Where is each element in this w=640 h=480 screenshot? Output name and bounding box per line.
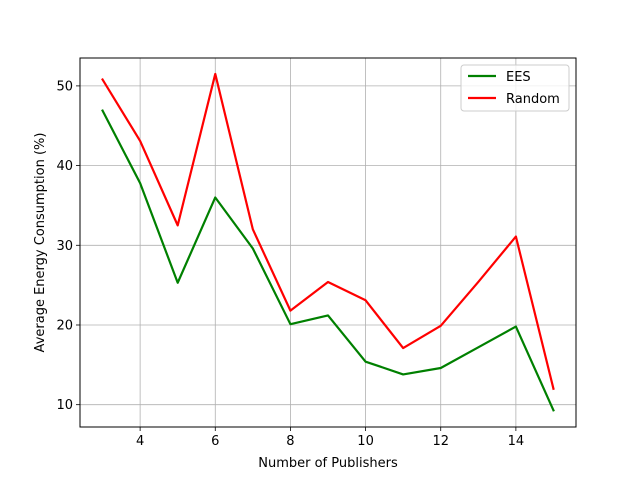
y-tick-label: 30 (56, 239, 73, 254)
x-tick-label: 6 (211, 434, 219, 449)
legend: EES Random (460, 64, 570, 112)
x-tick-label: 12 (432, 434, 449, 449)
series-line-random (101, 72, 555, 391)
y-axis-label: Average Energy Consumption (%) (33, 133, 48, 353)
y-tick-label: 40 (56, 159, 73, 174)
legend-label-random: Random (506, 92, 560, 107)
y-tick-label: 10 (56, 398, 73, 413)
x-tick-label: 8 (286, 434, 294, 449)
x-axis-label: Number of Publishers (258, 456, 398, 471)
x-tick-label: 10 (357, 434, 374, 449)
legend-label-ees: EES (506, 70, 531, 85)
series-line-ees (101, 109, 555, 412)
x-tick-label: 4 (136, 434, 144, 449)
x-tick-label: 14 (508, 434, 525, 449)
plot-area-frame (79, 57, 577, 428)
axis-ticks: 4 6 8 10 12 14 10 20 30 40 50 (56, 79, 524, 449)
y-tick-label: 20 (56, 318, 73, 333)
y-tick-label: 50 (56, 79, 73, 94)
series-layer (101, 72, 555, 412)
